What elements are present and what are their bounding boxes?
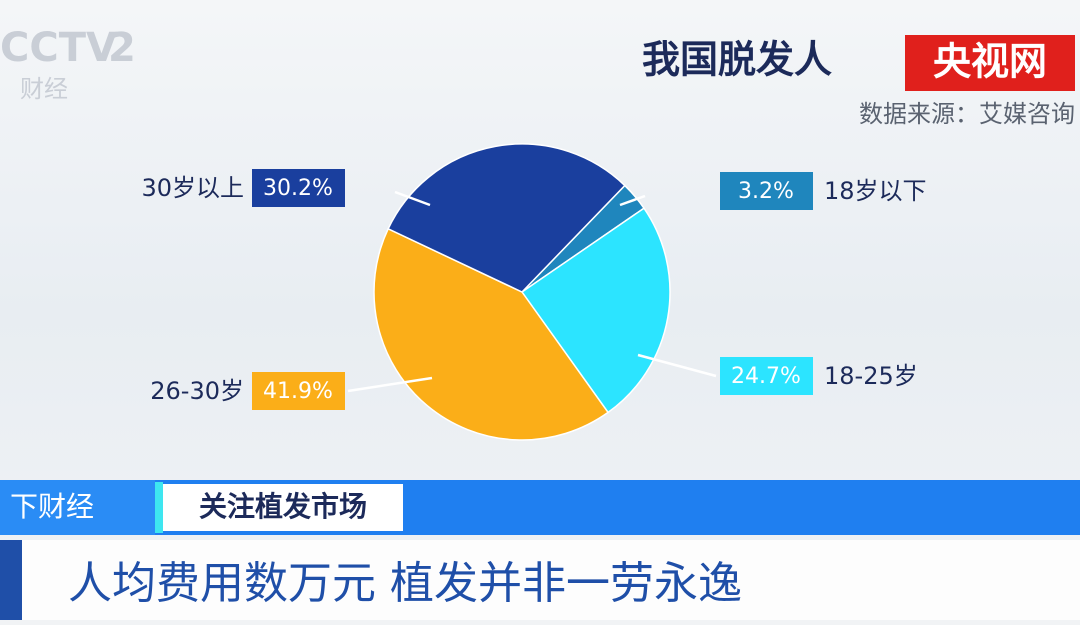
legend-label: 18-25岁 (824, 362, 918, 390)
value-label: 24.7% (731, 364, 801, 389)
value-label-box (252, 169, 345, 207)
leader-line (394, 190, 431, 207)
headline-bar (0, 540, 1080, 620)
leader-line (619, 194, 646, 207)
value-label-box (720, 357, 813, 395)
legend-label: 18岁以下 (824, 177, 927, 205)
logo-channel: 2 (108, 25, 136, 71)
pie-slice (387, 143, 626, 293)
program-name: 下财经 (10, 490, 94, 523)
value-label-box (720, 172, 813, 210)
topic: 关注植发市场 (199, 490, 367, 523)
value-label-box (252, 372, 345, 410)
logo-channel-name: 财经 (20, 75, 68, 103)
chart-title: 我国脱发人 (642, 38, 832, 82)
value-label: 3.2% (738, 179, 794, 204)
logo-brand: CCTV (0, 25, 117, 71)
watermark: 央视网 (933, 40, 1047, 84)
pie (347, 143, 717, 441)
value-label: 41.9% (263, 379, 333, 404)
chart-source: 数据来源：艾媒咨询 (859, 100, 1075, 128)
watermark-box (905, 35, 1075, 91)
legend-label: 30岁以上 (141, 174, 244, 202)
leader-line (637, 353, 717, 378)
value-label: 30.2% (263, 176, 333, 201)
leader-line (347, 376, 433, 393)
legend-label: 26-30岁 (150, 377, 244, 405)
accent (155, 482, 163, 533)
program-box (0, 480, 155, 535)
pie-slice (373, 227, 610, 441)
topic-box (163, 484, 403, 531)
headline-accent (0, 540, 22, 620)
headline: 人均费用数万元 植发并非一劳永逸 (68, 558, 742, 609)
pie-slice (520, 207, 671, 414)
